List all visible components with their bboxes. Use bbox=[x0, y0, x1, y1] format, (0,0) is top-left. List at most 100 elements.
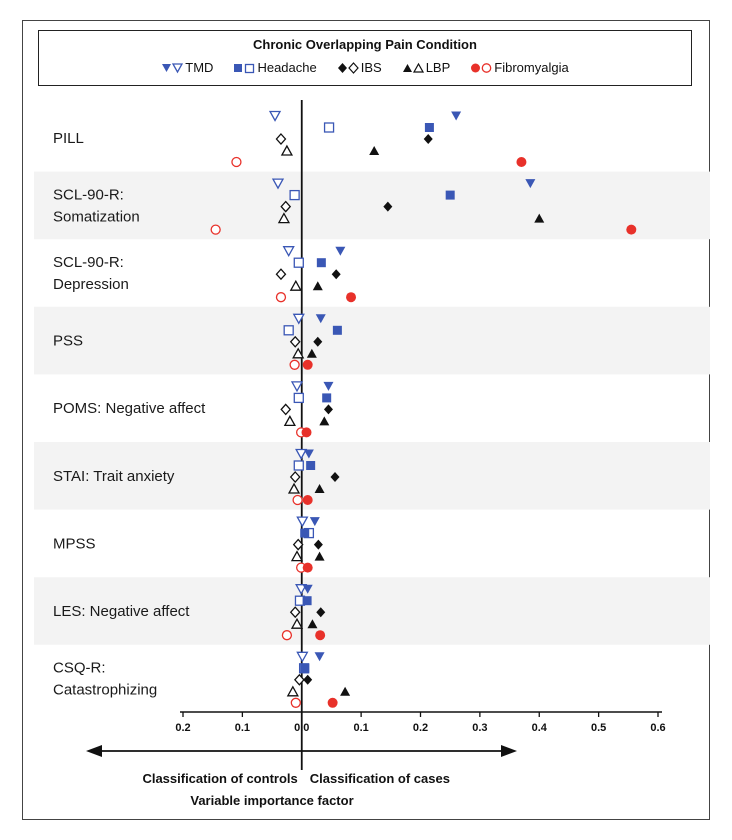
ibs-control-point bbox=[289, 335, 301, 348]
headache-case-point bbox=[445, 190, 455, 200]
legend-item-tmd: TMD bbox=[161, 60, 213, 75]
legend-label-ibs: IBS bbox=[360, 60, 382, 75]
tmd-case-point bbox=[323, 381, 334, 391]
lbp-case-point bbox=[319, 416, 330, 426]
tmd-control-point bbox=[282, 246, 295, 258]
headache-marker-icon bbox=[234, 63, 255, 73]
legend-item-headache: Headache bbox=[233, 60, 317, 75]
row-label: STAI: Trait anxiety bbox=[53, 468, 175, 485]
ibs-case-point bbox=[423, 134, 433, 144]
ibs-case-point bbox=[330, 472, 340, 482]
ibs-control-point bbox=[275, 133, 287, 145]
lbp-control-point bbox=[280, 144, 294, 156]
tmd-case-point bbox=[335, 246, 346, 256]
row-band bbox=[34, 171, 710, 240]
headache-case-point bbox=[424, 123, 434, 132]
row-label: SCL-90-R: bbox=[53, 186, 124, 203]
headache-case-point bbox=[302, 596, 312, 606]
legend-label-headache: Headache bbox=[257, 60, 317, 75]
headache-control-point bbox=[323, 122, 335, 133]
tmd-case-point bbox=[314, 652, 325, 662]
legend-items: TMD Headache IBS LBP bbox=[39, 60, 691, 75]
headache-case-point bbox=[300, 663, 310, 673]
arrow-left-icon bbox=[86, 745, 102, 757]
lbp-case-point bbox=[307, 619, 318, 629]
lbp-control-point bbox=[277, 212, 291, 224]
x-tick-label: 0.1 bbox=[235, 722, 250, 734]
ibs-case-point bbox=[323, 404, 333, 415]
x-tick-label: 0.5 bbox=[591, 722, 606, 734]
ibs-case-point bbox=[313, 539, 323, 550]
fibromyalgia-control-point bbox=[289, 359, 300, 370]
fibromyalgia-control-point bbox=[210, 224, 221, 235]
legend-label-lbp: LBP bbox=[425, 60, 451, 75]
tmd-case-point bbox=[451, 111, 462, 121]
row-label: POMS: Negative affect bbox=[53, 400, 206, 417]
fibromyalgia-case-point bbox=[315, 630, 326, 641]
lbp-control-point bbox=[292, 347, 305, 359]
legend-item-ibs: IBS bbox=[337, 60, 382, 75]
x-tick-label: 0.2 bbox=[175, 722, 190, 734]
tmd-control-point bbox=[295, 584, 308, 596]
ibs-control-point bbox=[289, 471, 301, 483]
lbp-case-point bbox=[369, 146, 380, 155]
controls-caption: Classification of controls bbox=[142, 771, 297, 786]
lbp-control-point bbox=[287, 482, 301, 494]
ibs-case-point bbox=[331, 269, 341, 280]
tmd-case-point bbox=[315, 314, 326, 324]
tmd-case-point bbox=[309, 517, 320, 527]
tmd-control-point bbox=[296, 651, 309, 663]
row-label: Somatization bbox=[53, 208, 140, 225]
legend-label-tmd: TMD bbox=[185, 60, 214, 75]
tmd-control-point bbox=[296, 516, 309, 528]
row-label: CSQ-R: bbox=[53, 660, 106, 677]
fibromyalgia-marker-icon bbox=[471, 62, 492, 73]
row-label: Depression bbox=[53, 276, 129, 293]
lbp-case-point bbox=[312, 281, 323, 291]
headache-case-point bbox=[316, 258, 326, 268]
x-axis-title: Variable importance factor bbox=[190, 793, 353, 808]
lbp-case-point bbox=[314, 551, 325, 561]
headache-case-point bbox=[306, 461, 316, 470]
headache-control-point bbox=[293, 460, 304, 471]
lbp-case-point bbox=[314, 484, 325, 493]
fibromyalgia-case-point bbox=[302, 359, 313, 370]
ibs-control-point bbox=[294, 673, 305, 686]
tmd-control-point bbox=[295, 448, 308, 460]
fibromyalgia-control-point bbox=[231, 156, 242, 168]
row-label: LES: Negative affect bbox=[53, 603, 190, 620]
legend-title: Chronic Overlapping Pain Condition bbox=[253, 37, 477, 52]
ibs-case-point bbox=[383, 201, 393, 212]
arrow-right-icon bbox=[501, 745, 517, 757]
tmd-control-point bbox=[290, 381, 304, 393]
headache-case-point bbox=[322, 393, 332, 403]
row-band bbox=[34, 306, 710, 375]
fibromyalgia-case-point bbox=[516, 157, 527, 167]
x-tick-label: 0.6 bbox=[650, 722, 665, 734]
ibs-case-point bbox=[316, 607, 326, 618]
tmd-control-point bbox=[271, 178, 285, 190]
row-band bbox=[34, 577, 710, 645]
ibs-case-point bbox=[303, 674, 313, 685]
tmd-control-point bbox=[268, 110, 282, 122]
x-tick-label: 0.0 bbox=[294, 722, 309, 734]
fibromyalgia-control-point bbox=[281, 630, 293, 641]
tmd-case-point bbox=[303, 449, 314, 459]
legend-label-fibromyalgia: Fibromyalgia bbox=[494, 60, 569, 75]
tmd-marker-icon bbox=[162, 62, 184, 73]
fibromyalgia-case-point bbox=[301, 427, 312, 438]
fibromyalgia-case-point bbox=[346, 292, 357, 303]
row-band bbox=[34, 442, 710, 510]
lbp-control-point bbox=[290, 550, 304, 562]
cases-caption: Classification of cases bbox=[310, 771, 450, 786]
ibs-case-point bbox=[313, 336, 323, 347]
lbp-control-point bbox=[289, 279, 302, 291]
headache-control-point bbox=[293, 392, 304, 404]
lbp-case-point bbox=[534, 213, 545, 223]
ibs-control-point bbox=[280, 200, 292, 213]
fibromyalgia-control-point bbox=[290, 697, 301, 708]
row-label: SCL-90-R: bbox=[53, 254, 124, 271]
fibromyalgia-case-point bbox=[327, 697, 338, 708]
legend-item-fibromyalgia: Fibromyalgia bbox=[470, 60, 569, 75]
ibs-control-point bbox=[289, 606, 301, 619]
